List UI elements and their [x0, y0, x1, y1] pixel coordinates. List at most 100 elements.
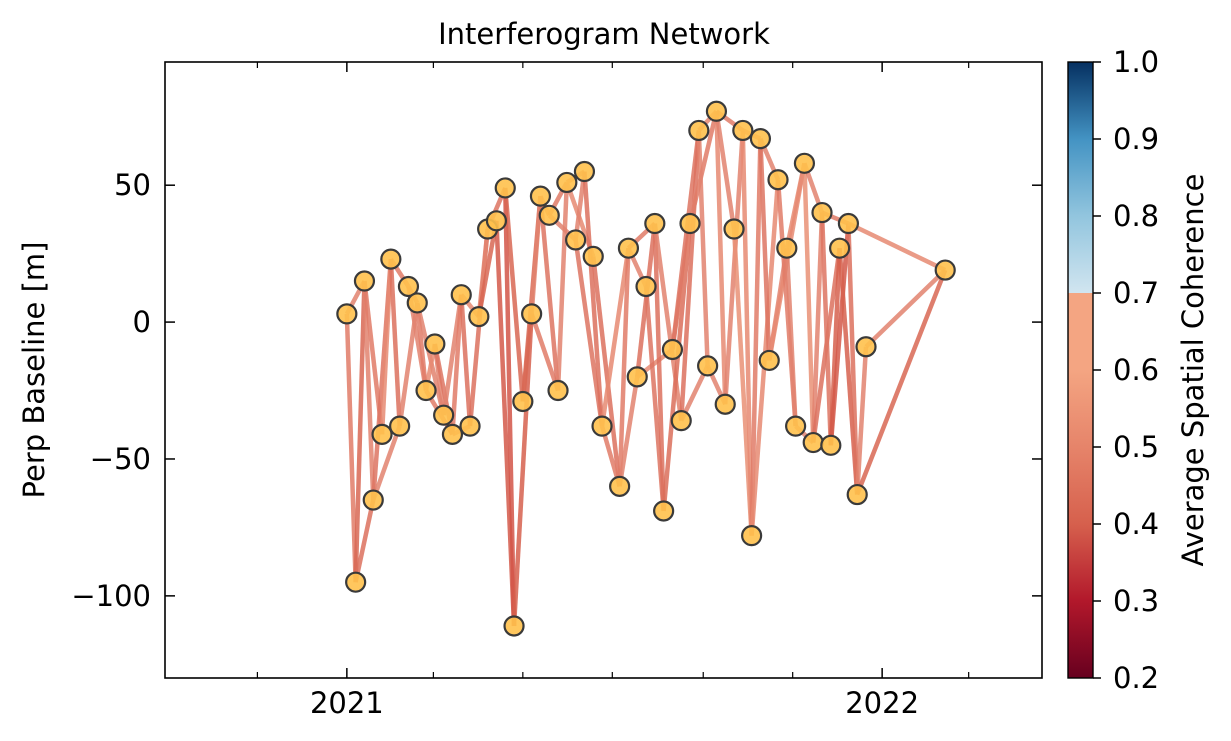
- pair-line: [678, 130, 702, 421]
- acquisition-point: [767, 169, 789, 191]
- x-tick-label: 2021: [310, 686, 384, 720]
- colorbar: 0.2 0.3 0.4 0.5 0.6 0.7 0.8 0.9 1.0 Average Spat…: [1067, 45, 1210, 695]
- colorbar-tick-label: 0.8: [1113, 199, 1159, 233]
- colorbar-ticks: 0.2 0.3 0.4 0.5 0.6 0.7 0.8 0.9 1.0: [1093, 45, 1159, 695]
- acquisition-point: [345, 571, 367, 593]
- pair-line: [511, 313, 534, 627]
- acquisition-point: [450, 284, 472, 306]
- pair-line: [388, 259, 402, 427]
- pair-line: [353, 499, 376, 583]
- plot-area: −100 −50 0 50 2021 2022: [71, 61, 1043, 720]
- pair-line: [819, 212, 834, 446]
- acquisition-point: [529, 185, 552, 207]
- pair-line: [617, 248, 631, 487]
- acquisition-point: [820, 434, 842, 456]
- pair-line: [802, 163, 816, 443]
- pair-line: [379, 259, 394, 435]
- acquisition-point: [609, 475, 631, 497]
- acquisition-point: [723, 218, 745, 240]
- acquisition-point: [776, 237, 798, 259]
- acquisition-point: [617, 237, 640, 259]
- acquisition-point: [714, 393, 736, 415]
- acquisition-point: [679, 212, 701, 235]
- acquisition-point: [485, 210, 508, 232]
- pair-line: [502, 187, 517, 627]
- colorbar-label: Average Spatial Coherence: [1176, 174, 1210, 567]
- acquisition-point: [547, 379, 569, 402]
- pair-line: [353, 280, 367, 583]
- acquisition-point: [661, 338, 684, 361]
- colorbar-tick-label: 1.0: [1113, 45, 1159, 79]
- pair-line: [590, 256, 622, 487]
- pair-line: [784, 248, 798, 427]
- pair-line: [784, 162, 807, 249]
- pair-line: [617, 376, 640, 487]
- pair-line: [714, 111, 728, 405]
- y-axis-label: Perp Baseline [m]: [17, 242, 51, 499]
- pair-line: [854, 346, 869, 495]
- pair-line: [855, 269, 948, 496]
- acquisition-point: [855, 336, 877, 358]
- pair-line: [696, 130, 710, 366]
- acquisition-point: [626, 366, 648, 388]
- acquisition-point: [582, 245, 604, 267]
- acquisition-point: [389, 415, 411, 437]
- acquisition-point: [353, 270, 376, 292]
- acquisition-point: [441, 423, 464, 445]
- y-axis-ticks: −100 −50 0 50: [71, 168, 1042, 613]
- pair-line: [810, 212, 825, 443]
- pair-line: [529, 313, 561, 392]
- acquisition-point: [688, 119, 710, 142]
- acquisition-point: [837, 212, 860, 235]
- acquisition-point: [846, 483, 868, 506]
- colorbar-tick-label: 0.4: [1113, 507, 1159, 541]
- acquisition-point: [644, 212, 666, 235]
- pair-line: [740, 130, 754, 536]
- colorbar-tick-label: 0.7: [1113, 276, 1159, 310]
- x-tick-label: 2022: [845, 686, 919, 720]
- pair-line: [847, 221, 947, 273]
- pair-line: [450, 294, 464, 435]
- acquisition-point: [934, 259, 956, 281]
- pair-line: [846, 223, 860, 495]
- colorbar-tick-label: 0.2: [1113, 661, 1159, 695]
- acquisition-point: [573, 160, 596, 183]
- y-tick-label: 0: [133, 305, 151, 339]
- pair-line: [555, 182, 570, 391]
- pair-line: [758, 138, 772, 361]
- acquisition-point: [468, 306, 490, 328]
- acquisition-point: [415, 379, 437, 402]
- pair-line: [661, 223, 693, 512]
- pair-line: [502, 187, 526, 402]
- acquisition-point: [758, 349, 780, 372]
- acquisition-point: [371, 423, 393, 445]
- acquisition-point: [697, 355, 719, 377]
- acquisition-point: [785, 415, 807, 437]
- x-axis-ticks: 2021 2022: [256, 62, 970, 720]
- pair-line: [582, 171, 605, 427]
- acquisition-point: [380, 248, 402, 270]
- interferogram-pairs: [344, 109, 948, 627]
- acquisition-point: [336, 303, 358, 325]
- pair-line: [714, 110, 737, 230]
- acquisition-point: [793, 152, 816, 174]
- acquisition-point: [433, 404, 455, 426]
- colorbar-tick-label: 0.6: [1113, 353, 1159, 387]
- acquisition-point: [829, 237, 851, 259]
- acquisition-point: [512, 390, 534, 413]
- acquisition-point: [406, 292, 428, 314]
- pair-line: [749, 138, 763, 536]
- acquisition-point: [670, 410, 692, 432]
- acquisition-point: [565, 229, 587, 251]
- plot-frame: [164, 61, 1043, 679]
- colorbar-gradient: [1067, 61, 1094, 679]
- acquisition-point: [459, 415, 481, 437]
- pair-line: [652, 223, 666, 512]
- acquisition-point: [397, 275, 420, 298]
- chart-title: Interferogram Network: [438, 17, 770, 51]
- pair-line: [599, 247, 631, 427]
- pair-line: [828, 223, 851, 446]
- colorbar-tick-label: 0.9: [1113, 122, 1159, 156]
- acquisition-point: [521, 303, 543, 325]
